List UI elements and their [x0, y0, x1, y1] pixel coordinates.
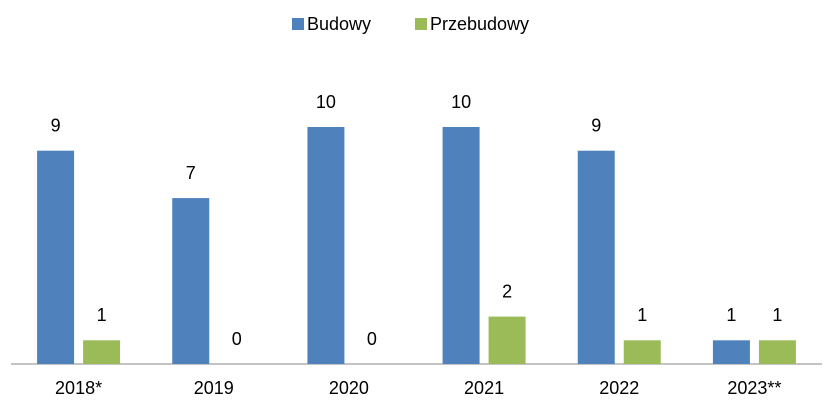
bar: [172, 198, 210, 364]
data-label: 10: [316, 92, 336, 112]
x-tick-label: 2022: [599, 378, 639, 398]
bar: [712, 340, 750, 364]
legend-label: Przebudowy: [430, 14, 529, 34]
bar: [488, 316, 526, 364]
legend-swatch: [292, 18, 304, 30]
bar: [623, 340, 661, 364]
bar: [577, 150, 615, 364]
data-label: 9: [51, 115, 61, 135]
data-label: 2: [502, 281, 512, 301]
bar: [758, 340, 796, 364]
data-label: 1: [637, 305, 647, 325]
data-label: 1: [97, 305, 107, 325]
legend-label: Budowy: [307, 14, 371, 34]
data-label: 0: [232, 329, 242, 349]
x-tick-label: 2021: [464, 378, 504, 398]
x-tick-label: 2018*: [55, 378, 102, 398]
bar: [442, 127, 480, 364]
bar: [307, 127, 345, 364]
x-tick-label: 2019: [194, 378, 234, 398]
data-label: 1: [772, 305, 782, 325]
data-label: 7: [186, 163, 196, 183]
data-label: 1: [726, 305, 736, 325]
data-label: 10: [451, 92, 471, 112]
data-label: 0: [367, 329, 377, 349]
x-tick-label: 2023**: [727, 378, 781, 398]
bar: [83, 340, 121, 364]
data-label: 9: [591, 115, 601, 135]
legend-swatch: [415, 18, 427, 30]
x-tick-label: 2020: [329, 378, 369, 398]
bar: [37, 150, 75, 364]
